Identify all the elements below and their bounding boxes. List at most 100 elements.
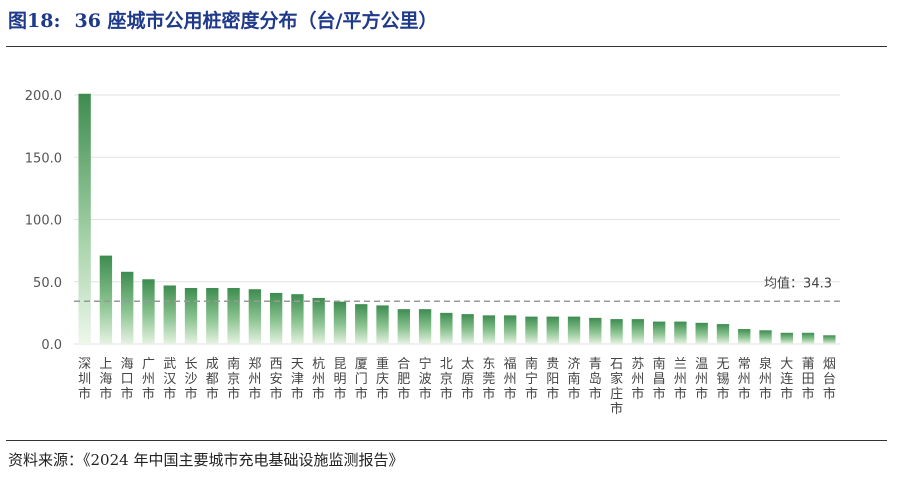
x-tick-char: 重 bbox=[376, 356, 389, 372]
x-tick-char: 市 bbox=[738, 386, 751, 402]
x-tick-char: 南 bbox=[653, 356, 666, 372]
x-tick-char: 莆 bbox=[802, 357, 815, 372]
x-tick-char: 波 bbox=[419, 372, 432, 387]
x-tick-label: 常州市 bbox=[738, 357, 751, 402]
grid-lines bbox=[74, 94, 840, 345]
x-tick-label: 济南市 bbox=[568, 357, 581, 402]
figure-title: 图18: 36 座城市公用桩密度分布（台/平方公里） bbox=[8, 6, 451, 36]
x-tick-char: 市 bbox=[716, 386, 729, 402]
x-tick-label: 泉州市 bbox=[759, 356, 772, 402]
x-tick-char: 岛 bbox=[589, 371, 602, 387]
x-tick-char: 南 bbox=[525, 356, 538, 372]
x-tick-char: 市 bbox=[440, 386, 453, 402]
x-tick-label: 南宁市 bbox=[525, 356, 538, 402]
x-tick-label: 武汉市 bbox=[163, 357, 176, 402]
x-tick-char: 市 bbox=[419, 386, 432, 402]
x-tick-char: 市 bbox=[823, 386, 836, 402]
x-tick-char: 合 bbox=[397, 357, 410, 372]
x-tick-char: 庆 bbox=[376, 372, 389, 387]
x-tick-char: 市 bbox=[185, 386, 198, 402]
x-tick-char: 肥 bbox=[397, 372, 410, 387]
x-tick-char: 北 bbox=[440, 357, 453, 372]
x-tick-char: 市 bbox=[78, 386, 91, 402]
x-tick-char: 市 bbox=[227, 386, 240, 402]
x-tick-char: 宁 bbox=[525, 371, 538, 387]
x-tick-char: 市 bbox=[610, 401, 623, 417]
x-tick-char: 市 bbox=[631, 386, 644, 402]
x-tick-char: 温 bbox=[695, 357, 708, 372]
x-tick-char: 沙 bbox=[185, 372, 198, 387]
bar bbox=[738, 329, 751, 344]
bar bbox=[801, 332, 815, 344]
bar bbox=[291, 294, 304, 344]
x-tick-char: 武 bbox=[163, 357, 176, 372]
x-tick-label: 合肥市 bbox=[397, 357, 410, 402]
x-tick-char: 南 bbox=[568, 371, 581, 387]
x-tick-char: 南 bbox=[227, 356, 240, 372]
y-tick-label: 0.0 bbox=[41, 338, 62, 353]
x-tick-char: 口 bbox=[121, 372, 134, 387]
bar bbox=[333, 301, 347, 344]
x-tick-label: 烟台市 bbox=[823, 357, 836, 402]
bar bbox=[759, 330, 772, 344]
y-tick-label: 200.0 bbox=[25, 89, 62, 104]
bar bbox=[610, 319, 623, 344]
x-tick-label: 南昌市 bbox=[653, 356, 666, 402]
bar bbox=[78, 93, 91, 344]
x-tick-char: 市 bbox=[461, 386, 474, 402]
x-tick-char: 市 bbox=[546, 386, 559, 402]
x-tick-char: 太 bbox=[461, 357, 474, 372]
x-tick-label: 深圳市 bbox=[78, 357, 91, 402]
bar bbox=[440, 312, 453, 344]
average-line-group: 均值：34.3 bbox=[74, 275, 840, 303]
x-tick-label: 重庆市 bbox=[376, 356, 389, 402]
x-tick-char: 东 bbox=[482, 357, 495, 372]
x-tick-char: 济 bbox=[568, 357, 581, 372]
x-tick-char: 州 bbox=[504, 372, 517, 387]
x-tick-char: 市 bbox=[695, 386, 708, 402]
x-tick-char: 安 bbox=[270, 372, 283, 387]
x-tick-label: 天津市 bbox=[291, 357, 304, 402]
x-tick-char: 市 bbox=[397, 386, 410, 402]
x-tick-char: 州 bbox=[738, 372, 751, 387]
x-tick-char: 市 bbox=[142, 386, 155, 402]
bar bbox=[631, 319, 645, 344]
bar bbox=[823, 335, 836, 344]
x-tick-char: 海 bbox=[121, 357, 134, 372]
x-tick-char: 门 bbox=[355, 372, 368, 387]
x-tick-char: 市 bbox=[312, 386, 325, 402]
bar bbox=[312, 297, 325, 344]
bar bbox=[525, 316, 538, 344]
figure-title-text: 36 座城市公用桩密度分布（台/平方公里） bbox=[74, 10, 438, 32]
x-tick-char: 市 bbox=[504, 386, 517, 402]
x-tick-char: 青 bbox=[589, 357, 602, 372]
x-tick-label: 厦门市 bbox=[355, 357, 368, 402]
bar bbox=[99, 255, 113, 344]
y-axis: 0.0 50.0 100.0 150.0 200.0 bbox=[25, 89, 62, 353]
average-label: 均值：34.3 bbox=[764, 275, 832, 291]
x-tick-char: 汉 bbox=[163, 372, 176, 387]
x-tick-char: 厦 bbox=[355, 357, 368, 372]
top-rule bbox=[6, 46, 887, 47]
x-tick-label: 郑州市 bbox=[248, 357, 261, 402]
x-tick-char: 成 bbox=[206, 357, 219, 372]
x-tick-char: 市 bbox=[780, 386, 793, 402]
x-tick-char: 京 bbox=[440, 372, 453, 387]
bar bbox=[567, 316, 581, 344]
x-tick-char: 长 bbox=[185, 357, 198, 372]
bar bbox=[163, 285, 176, 344]
y-tick-label: 50.0 bbox=[33, 276, 62, 291]
x-tick-char: 市 bbox=[248, 386, 261, 402]
figure-number: 图18: bbox=[8, 10, 61, 32]
x-tick-label: 杭州市 bbox=[312, 357, 325, 402]
x-tick-char: 市 bbox=[355, 386, 368, 402]
bar bbox=[482, 315, 496, 344]
bar bbox=[376, 305, 389, 344]
bar bbox=[397, 309, 410, 344]
x-tick-label: 大连市 bbox=[780, 357, 793, 402]
x-tick-char: 莞 bbox=[482, 372, 495, 387]
x-tick-char: 州 bbox=[248, 372, 261, 387]
x-tick-char: 锡 bbox=[716, 372, 729, 387]
